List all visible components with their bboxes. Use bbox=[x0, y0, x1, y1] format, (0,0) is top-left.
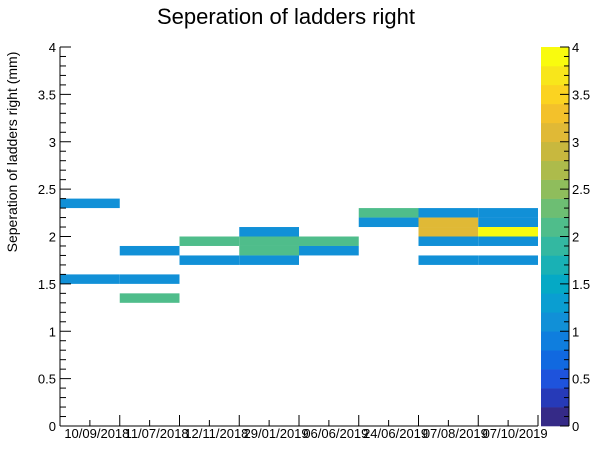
palette-swatch bbox=[541, 179, 569, 199]
palette-swatch bbox=[541, 293, 569, 313]
heatmap-cell bbox=[119, 245, 180, 256]
x-tick-label: 07/10/2019 bbox=[483, 426, 548, 441]
x-tick-label: 10/09/2018 bbox=[64, 426, 129, 441]
heatmap-cell bbox=[478, 227, 538, 237]
heatmap-cell bbox=[179, 236, 240, 246]
y-tick-label: 3 bbox=[49, 135, 56, 150]
heatmap-cell bbox=[478, 208, 538, 218]
x-tick-label: 11/07/2018 bbox=[125, 426, 189, 441]
x-tick-label: 06/06/2019 bbox=[303, 426, 368, 441]
heatmap-cell bbox=[119, 293, 180, 303]
y-tick-label: 3.5 bbox=[38, 87, 56, 102]
heatmap-cell bbox=[418, 236, 479, 246]
heatmap-cell bbox=[299, 245, 359, 256]
x-axis: 10/09/201811/07/201812/11/201829/01/2019… bbox=[59, 415, 548, 441]
heatmap-cell bbox=[418, 255, 479, 265]
palette-swatch bbox=[541, 255, 569, 275]
heatmap-cell bbox=[418, 208, 479, 218]
heatmap-cell bbox=[179, 255, 240, 265]
y-tick-label: 2.5 bbox=[38, 182, 56, 197]
palette-swatch bbox=[541, 369, 569, 389]
palette-tick-label: 4 bbox=[572, 40, 579, 55]
heatmap-cell bbox=[299, 236, 359, 246]
palette-tick-label: 3.5 bbox=[572, 87, 590, 102]
heatmap-cell bbox=[418, 217, 479, 228]
palette-swatch bbox=[541, 331, 569, 351]
x-tick-label: 12/11/2018 bbox=[184, 426, 248, 441]
y-tick-label: 0.5 bbox=[38, 372, 56, 387]
x-tick-label: 29/01/2019 bbox=[244, 426, 309, 441]
y-tick-label: 4 bbox=[49, 40, 56, 55]
palette-swatch bbox=[541, 160, 569, 180]
palette-swatch bbox=[541, 65, 569, 86]
palette-swatch bbox=[541, 217, 569, 237]
heatmap-cell bbox=[239, 255, 299, 265]
heatmap-cell bbox=[478, 255, 538, 265]
palette-tick-label: 2 bbox=[572, 230, 579, 245]
palette-tick-label: 0.5 bbox=[572, 372, 590, 387]
palette-swatch bbox=[541, 103, 569, 124]
y-axis: 0 0.5 1 1.5 2 2.5 3 3.5 4 bbox=[38, 40, 71, 434]
chart-title: Seperation of ladders right bbox=[157, 4, 415, 29]
heatmap-cell bbox=[358, 208, 419, 218]
palette-tick-label: 0 bbox=[572, 419, 579, 434]
palette-swatch bbox=[541, 312, 569, 332]
y-axis-label: Seperation of ladders right (mm) bbox=[4, 52, 20, 253]
palette-swatch bbox=[541, 236, 569, 256]
y-tick-label: 0 bbox=[49, 419, 56, 434]
y-tick-label: 2 bbox=[49, 230, 56, 245]
heatmap-cell bbox=[358, 217, 419, 228]
palette-swatch bbox=[541, 407, 569, 427]
y-tick-label: 1.5 bbox=[38, 277, 56, 292]
heatmap-cell bbox=[239, 236, 299, 246]
palette-swatch bbox=[541, 84, 569, 105]
heatmap-cell bbox=[60, 274, 120, 284]
palette-swatch bbox=[541, 141, 569, 161]
color-palette: 0 0.5 1 1.5 2 2.5 3 3.5 4 bbox=[541, 40, 590, 434]
y-tick-label: 1 bbox=[49, 324, 56, 339]
palette-swatch bbox=[541, 122, 569, 143]
x-tick-label: 24/06/2019 bbox=[363, 426, 428, 441]
palette-swatch bbox=[541, 198, 569, 218]
heatmap-cell bbox=[478, 217, 538, 228]
heatmap-cell bbox=[418, 227, 479, 237]
palette-swatch bbox=[541, 274, 569, 294]
heatmap-cell bbox=[478, 236, 538, 246]
heatmap-cell bbox=[239, 245, 299, 256]
heatmap-cell bbox=[119, 274, 180, 284]
x-tick-label: 07/08/2019 bbox=[423, 426, 488, 441]
heatmap-cells bbox=[60, 198, 538, 303]
palette-tick-label: 3 bbox=[572, 135, 579, 150]
palette-swatch bbox=[541, 350, 569, 370]
heatmap-cell bbox=[60, 198, 120, 209]
palette-tick-label: 2.5 bbox=[572, 182, 590, 197]
palette-tick-label: 1.5 bbox=[572, 277, 590, 292]
palette-tick-label: 1 bbox=[572, 324, 579, 339]
palette-swatch bbox=[541, 47, 569, 67]
palette-swatch bbox=[541, 388, 569, 408]
heatmap-cell bbox=[239, 227, 299, 237]
